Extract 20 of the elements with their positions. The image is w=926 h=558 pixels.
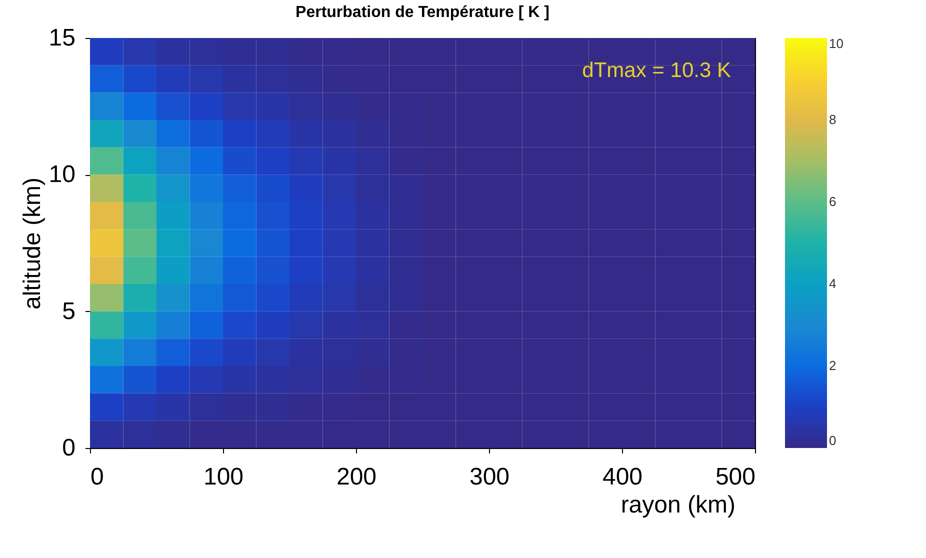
x-tick-label: 100 <box>203 464 244 490</box>
chart-title: Perturbation de Température [ K ] <box>296 4 550 21</box>
x-tick-label: 0 <box>90 464 104 490</box>
color-bar-label: 10 <box>829 36 844 51</box>
x-axis-title: rayon (km) <box>620 492 736 518</box>
x-tick-label: 300 <box>469 464 510 490</box>
annotation: dTmax = 10.3 K <box>582 59 731 82</box>
y-tick-label: 15 <box>48 24 76 52</box>
x-tick-label: 500 <box>715 464 756 490</box>
color-bar-label: 6 <box>829 194 836 209</box>
color-bar-label: 0 <box>829 433 836 448</box>
y-tick-label: 10 <box>48 161 76 188</box>
color-bar-label: 2 <box>829 358 836 373</box>
color-bar-label: 8 <box>829 112 836 127</box>
x-tick-label: 400 <box>602 464 643 490</box>
x-tick-label: 200 <box>336 464 377 490</box>
y-tick-label: 5 <box>62 298 76 325</box>
y-tick-label: 0 <box>62 434 76 462</box>
color-bar-label: 4 <box>829 276 836 291</box>
y-axis-title: altitude (km) <box>18 177 46 310</box>
